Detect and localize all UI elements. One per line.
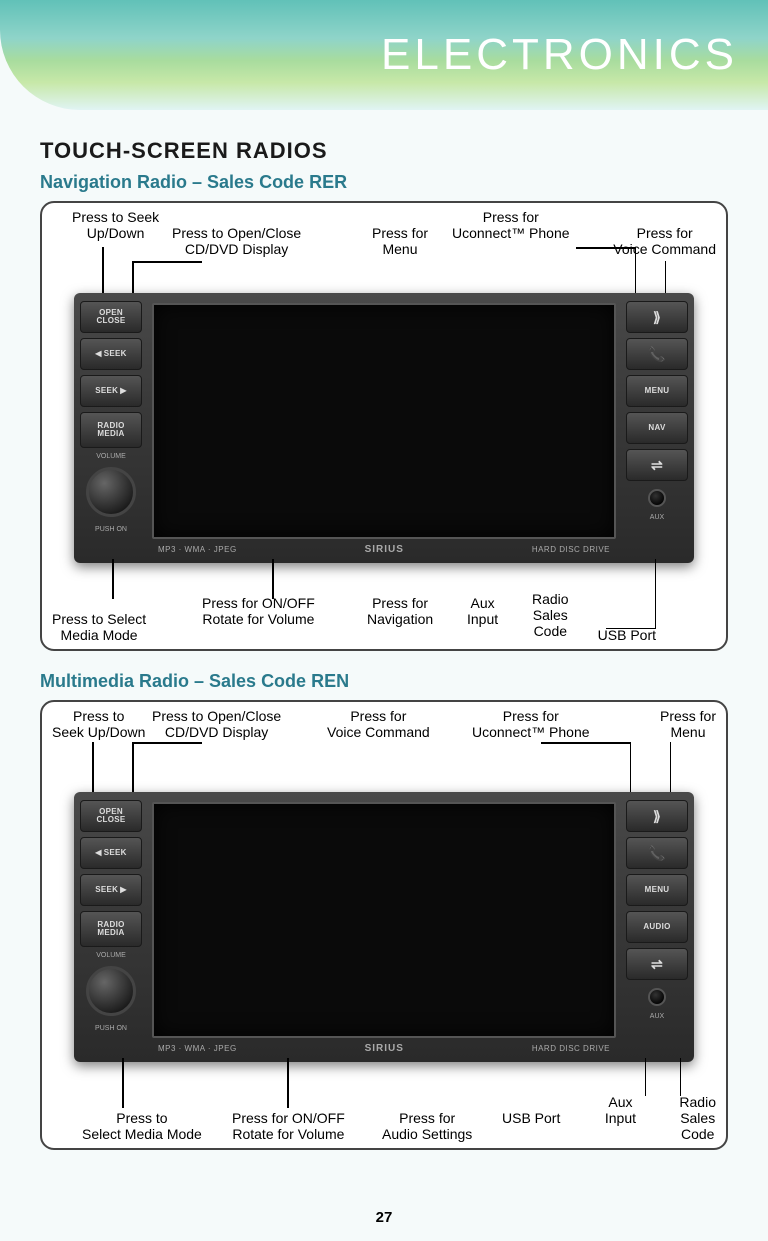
lead-line — [132, 742, 134, 792]
callout-open-close: Press to Open/CloseCD/DVD Display — [172, 225, 301, 257]
touch-screen[interactable] — [152, 303, 616, 539]
lead-line — [645, 1058, 647, 1096]
section-heading: TOUCH-SCREEN RADIOS — [40, 138, 728, 164]
seek-down-button[interactable]: SEEK — [80, 375, 142, 407]
radio1-screen-area: MP3 · WMA · JPEG SIRIUS HARD DISC DRIVE — [148, 293, 620, 563]
lead-line — [102, 247, 104, 293]
lead-line — [132, 261, 134, 293]
voice-command-button[interactable]: ⟫ — [626, 301, 688, 333]
lead-line — [112, 559, 114, 599]
lead-line — [670, 742, 672, 792]
callout-media-mode: Press to SelectMedia Mode — [52, 611, 146, 643]
callout-uconnect: Press forUconnect™ Phone — [452, 209, 570, 241]
lead-line — [122, 1058, 124, 1108]
seek-down-button[interactable]: SEEK — [80, 874, 142, 906]
voice-command-button[interactable]: ⟫ — [626, 800, 688, 832]
radio2-left-col: OPENCLOSE SEEK SEEK RADIOMEDIA VOLUME PU… — [74, 792, 148, 1062]
radio2-subtitle: Multimedia Radio – Sales Code REN — [40, 671, 728, 692]
phone-button[interactable]: 📞 — [626, 837, 688, 869]
aux-label: AUX — [650, 514, 664, 521]
lead-line — [287, 1058, 289, 1108]
lead-line — [576, 247, 636, 249]
open-close-button[interactable]: OPENCLOSE — [80, 301, 142, 333]
aux-label: AUX — [650, 1013, 664, 1020]
callout-aux: AuxInput — [467, 595, 498, 627]
callout-audio: Press forAudio Settings — [382, 1110, 472, 1142]
callout-navigation: Press forNavigation — [367, 595, 433, 627]
touch-screen[interactable] — [152, 802, 616, 1038]
volume-label: VOLUME — [96, 952, 126, 959]
lead-line — [665, 261, 667, 293]
radio1-right-col: ⟫ 📞 MENU NAV ⇌ AUX — [620, 293, 694, 563]
radio1-callouts-bottom: Press to SelectMedia Mode Press for ON/O… — [52, 569, 716, 643]
lead-line — [541, 742, 631, 744]
radio2-screen-area: MP3 · WMA · JPEG SIRIUS HARD DISC DRIVE — [148, 792, 620, 1062]
lead-line — [630, 742, 632, 792]
bezel-right: HARD DISC DRIVE — [532, 545, 610, 554]
lead-line — [655, 559, 657, 629]
callout-menu: Press forMenu — [372, 225, 428, 257]
radio2-callouts-bottom: Press toSelect Media Mode Press for ON/O… — [52, 1068, 716, 1142]
callout-volume: Press for ON/OFFRotate for Volume — [232, 1110, 345, 1142]
radio-media-button[interactable]: RADIOMEDIA — [80, 911, 142, 947]
radio2-unit: OPENCLOSE SEEK SEEK RADIOMEDIA VOLUME PU… — [74, 792, 694, 1062]
radio1-diagram: Press to SeekUp/Down Press to Open/Close… — [40, 201, 728, 651]
volume-knob[interactable] — [86, 966, 136, 1016]
aux-jack[interactable] — [648, 988, 666, 1006]
bezel-center: SIRIUS — [237, 544, 532, 555]
bezel-labels: MP3 · WMA · JPEG SIRIUS HARD DISC DRIVE — [152, 1038, 616, 1058]
callout-seek: Press toSeek Up/Down — [52, 708, 145, 740]
nav-button[interactable]: NAV — [626, 412, 688, 444]
callout-voice: Press forVoice Command — [613, 225, 716, 257]
volume-knob[interactable] — [86, 467, 136, 517]
callout-uconnect: Press forUconnect™ Phone — [472, 708, 590, 740]
radio1-subtitle: Navigation Radio – Sales Code RER — [40, 172, 728, 193]
push-on-label: PUSH ON — [95, 526, 127, 533]
callout-aux: AuxInput — [605, 1094, 636, 1126]
callout-menu: Press forMenu — [660, 708, 716, 740]
page-title: ELECTRONICS — [381, 30, 738, 80]
usb-button[interactable]: ⇌ — [626, 948, 688, 980]
phone-button[interactable]: 📞 — [626, 338, 688, 370]
lead-line — [92, 742, 94, 792]
audio-button[interactable]: AUDIO — [626, 911, 688, 943]
lead-line — [680, 1058, 682, 1096]
menu-button[interactable]: MENU — [626, 375, 688, 407]
radio1-left-col: OPENCLOSE SEEK SEEK RADIOMEDIA VOLUME PU… — [74, 293, 148, 563]
menu-button[interactable]: MENU — [626, 874, 688, 906]
radio-media-button[interactable]: RADIOMEDIA — [80, 412, 142, 448]
bezel-center: SIRIUS — [237, 1043, 532, 1054]
usb-button[interactable]: ⇌ — [626, 449, 688, 481]
callout-voice: Press forVoice Command — [327, 708, 430, 740]
callout-sales-code: RadioSalesCode — [532, 591, 569, 639]
seek-up-button[interactable]: SEEK — [80, 837, 142, 869]
open-close-button[interactable]: OPENCLOSE — [80, 800, 142, 832]
callout-usb: USB Port — [502, 1110, 560, 1126]
radio2-callouts-top: Press toSeek Up/Down Press to Open/Close… — [52, 708, 716, 784]
bezel-left: MP3 · WMA · JPEG — [158, 545, 237, 554]
callout-volume: Press for ON/OFFRotate for Volume — [202, 595, 315, 627]
lead-line — [606, 628, 656, 630]
push-on-label: PUSH ON — [95, 1025, 127, 1032]
lead-line — [132, 742, 202, 744]
callout-media-mode: Press toSelect Media Mode — [82, 1110, 202, 1142]
callout-seek: Press to SeekUp/Down — [72, 209, 159, 241]
header-banner: ELECTRONICS — [0, 0, 768, 110]
callout-sales-code: RadioSalesCode — [679, 1094, 716, 1142]
lead-line — [272, 559, 274, 599]
radio2-right-col: ⟫ 📞 MENU AUDIO ⇌ AUX — [620, 792, 694, 1062]
lead-line — [635, 247, 637, 293]
volume-label: VOLUME — [96, 453, 126, 460]
page-number: 27 — [0, 1209, 768, 1226]
bezel-left: MP3 · WMA · JPEG — [158, 1044, 237, 1053]
bezel-right: HARD DISC DRIVE — [532, 1044, 610, 1053]
bezel-labels: MP3 · WMA · JPEG SIRIUS HARD DISC DRIVE — [152, 539, 616, 559]
radio2-diagram: Press toSeek Up/Down Press to Open/Close… — [40, 700, 728, 1150]
lead-line — [132, 261, 202, 263]
aux-jack[interactable] — [648, 489, 666, 507]
callout-open-close: Press to Open/CloseCD/DVD Display — [152, 708, 281, 740]
seek-up-button[interactable]: SEEK — [80, 338, 142, 370]
callout-usb: USB Port — [598, 627, 656, 643]
radio1-unit: OPENCLOSE SEEK SEEK RADIOMEDIA VOLUME PU… — [74, 293, 694, 563]
